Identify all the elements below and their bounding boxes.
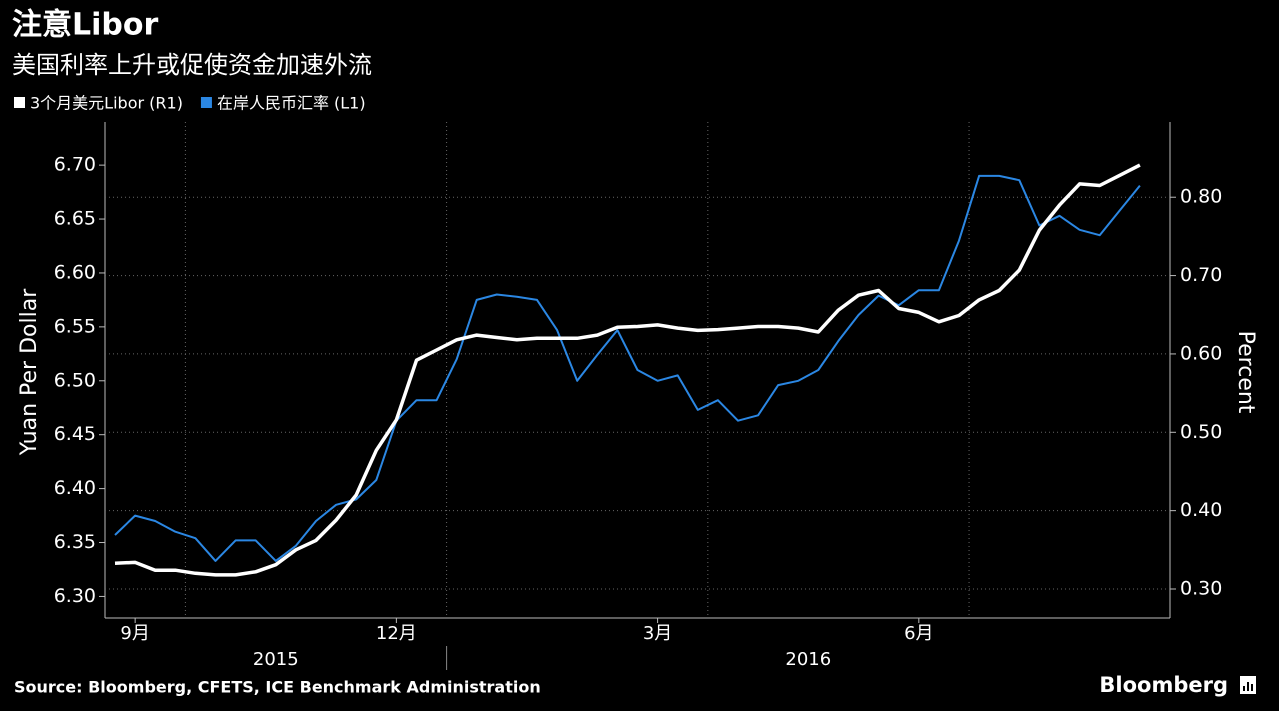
y2-tick-label: 0.40 — [1180, 499, 1222, 521]
source-note: Source: Bloomberg, CFETS, ICE Benchmark … — [14, 678, 541, 697]
y-tick-label: 6.35 — [54, 531, 96, 553]
logo: Bloomberg — [1099, 673, 1228, 697]
y-tick-label: 6.40 — [54, 477, 96, 499]
y-tick-label: 6.45 — [54, 423, 96, 445]
x-tick-label: 9月 — [120, 623, 149, 644]
legend-label: 3个月美元Libor (R1) — [30, 94, 183, 113]
y-tick-label: 6.50 — [54, 369, 96, 391]
legend-swatch — [200, 97, 212, 108]
logo-icon — [1240, 676, 1256, 694]
y2-axis-label: Percent — [1233, 331, 1258, 414]
y-tick-label: 6.55 — [54, 315, 96, 337]
y-axis-label: Yuan Per Dollar — [17, 288, 42, 456]
y-tick-label: 6.70 — [54, 154, 96, 176]
x-group-label: 2015 — [253, 649, 299, 670]
legend-swatch — [14, 97, 25, 108]
y2-tick-label: 0.80 — [1180, 186, 1222, 208]
y2-tick-label: 0.30 — [1180, 578, 1222, 600]
series-line — [114, 174, 1141, 562]
y-tick-label: 6.65 — [54, 208, 96, 230]
x-tick-label: 12月 — [376, 623, 417, 644]
chart-subtitle: 美国利率上升或促使资金加速外流 — [12, 51, 372, 79]
y2-tick-label: 0.60 — [1180, 342, 1222, 364]
y2-tick-label: 0.50 — [1180, 421, 1222, 443]
x-tick-label: 3月 — [643, 623, 672, 644]
chart-title: 注意Libor — [12, 8, 158, 43]
y-tick-label: 6.60 — [54, 261, 96, 283]
legend-label: 在岸人民币汇率 (L1) — [217, 94, 366, 113]
x-tick-label: 6月 — [904, 623, 933, 644]
series-line — [114, 163, 1141, 577]
y2-tick-label: 0.70 — [1180, 264, 1222, 286]
x-group-label: 2016 — [785, 649, 831, 670]
y-tick-label: 6.30 — [54, 585, 96, 607]
